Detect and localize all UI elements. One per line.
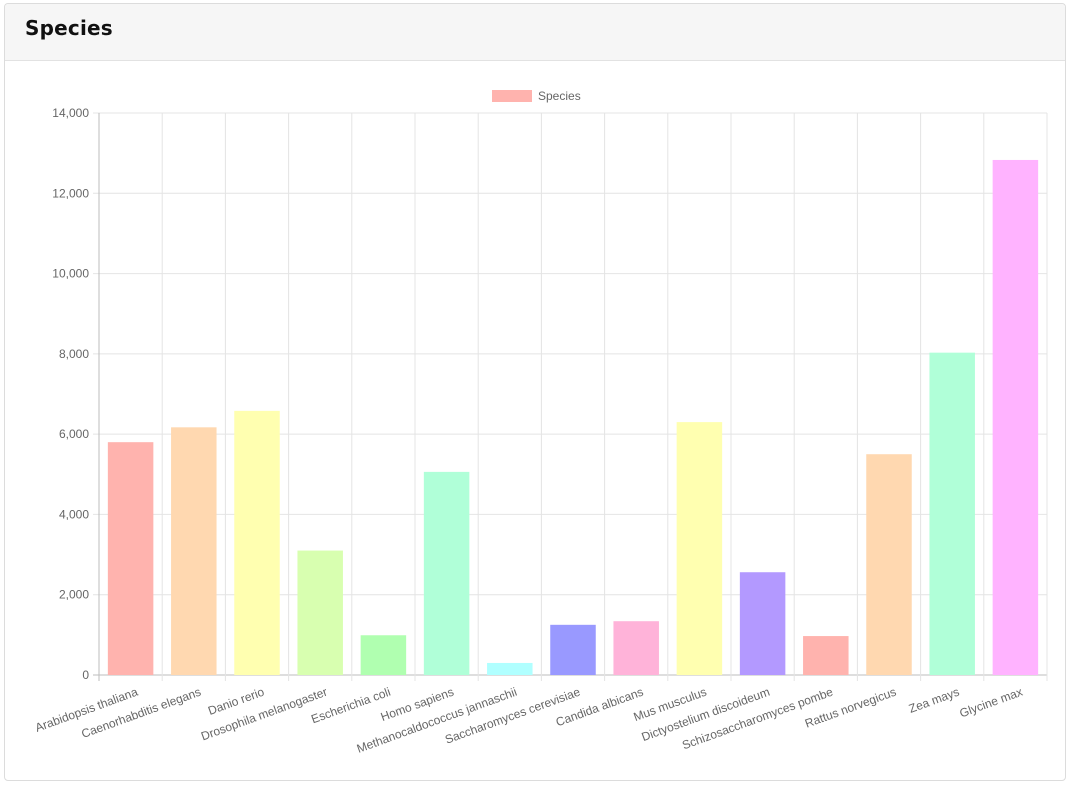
bar (676, 422, 723, 675)
y-tick-label: 4,000 (59, 507, 89, 521)
bar (613, 621, 659, 675)
legend-swatch (492, 90, 532, 102)
y-tick-label: 10,000 (52, 267, 89, 281)
x-tick-label: Zea mays (907, 685, 961, 716)
bar (360, 635, 407, 675)
bar (171, 427, 217, 675)
bar (423, 471, 470, 675)
bar (803, 636, 849, 675)
bar (739, 572, 786, 675)
bar (107, 442, 154, 675)
bar (550, 624, 596, 675)
bar (992, 159, 1039, 675)
legend-label: Species (538, 89, 581, 103)
bar (487, 662, 533, 675)
y-tick-label: 8,000 (59, 347, 89, 361)
bar (929, 352, 975, 675)
y-tick-label: 14,000 (52, 106, 89, 120)
card-title: Species (25, 16, 113, 40)
x-tick-label: Glycine max (958, 685, 1025, 721)
bar (866, 454, 912, 675)
y-tick-label: 2,000 (59, 588, 89, 602)
card-header: Species (5, 4, 1065, 61)
y-tick-label: 0 (82, 668, 89, 682)
y-tick-label: 6,000 (59, 427, 89, 441)
bar (297, 550, 343, 675)
y-tick-label: 12,000 (52, 186, 89, 200)
bar (234, 410, 280, 675)
